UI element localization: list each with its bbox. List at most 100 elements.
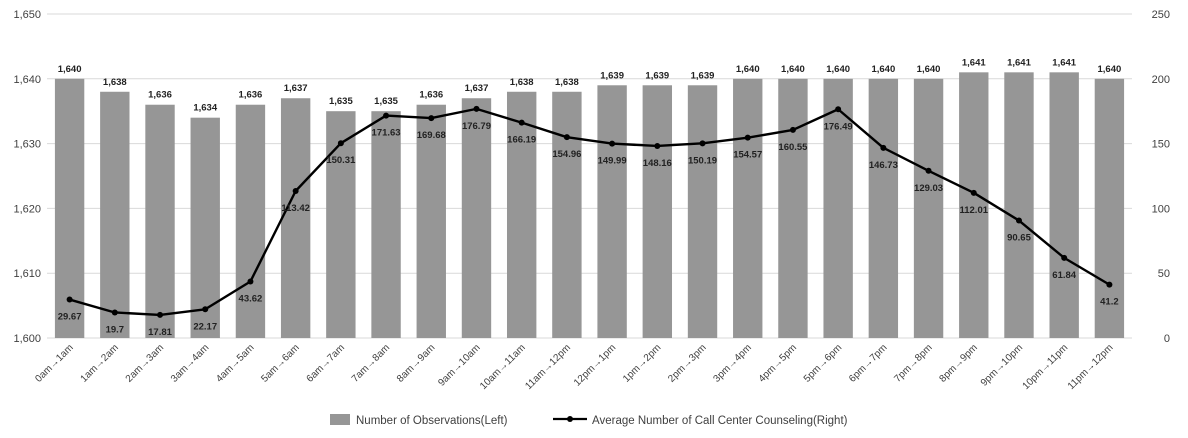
- bar-value-label: 1,640: [917, 64, 941, 75]
- x-axis-tick-label: 6pm→7pm: [847, 342, 889, 384]
- line-marker: [699, 140, 706, 147]
- x-axis-tick-label: 10am→11am: [478, 342, 528, 392]
- line-value-label: 150.19: [688, 155, 717, 166]
- bar: [1094, 78, 1125, 339]
- bar-value-label: 1,641: [1052, 57, 1076, 68]
- x-axis-tick-label: 9am→10am: [436, 342, 482, 388]
- line-value-label: 113.42: [281, 203, 310, 214]
- x-axis-tick-label: 4pm→5pm: [757, 342, 799, 384]
- left-axis-tick-label: 1,630: [13, 139, 41, 151]
- bar-value-label: 1,635: [329, 96, 353, 107]
- line-marker: [111, 309, 118, 316]
- line-value-label: 61.84: [1052, 270, 1076, 281]
- bar-value-label: 1,640: [1098, 64, 1122, 75]
- right-axis-tick-label: 200: [1152, 74, 1170, 86]
- bar: [552, 91, 582, 338]
- bar-value-label: 1,636: [148, 90, 172, 101]
- bar-value-label: 1,634: [193, 103, 217, 114]
- line-value-label: 43.62: [239, 293, 263, 304]
- x-axis: 0am→1am 1am→2am 2am→3am 3am→4am 4am→5am 5am→6…: [33, 342, 1115, 392]
- line-marker: [835, 106, 842, 113]
- bar: [416, 104, 446, 338]
- bar: [733, 78, 763, 339]
- right-axis-tick-label: 0: [1164, 333, 1170, 345]
- bar: [868, 78, 899, 339]
- left-axis: 1,600 1,610 1,620 1,630 1,640 1,650: [13, 9, 41, 345]
- line-marker: [925, 167, 932, 174]
- x-axis-tick-label: 1am→2am: [79, 342, 121, 384]
- bar-value-label: 1,639: [645, 70, 669, 81]
- bar-data-labels: 1,640 1,638 1,636 1,634 1,636 1,637 1,635 1,635…: [58, 57, 1122, 113]
- x-axis-tick-label: 12pm→1pm: [572, 342, 618, 388]
- bar: [461, 98, 492, 339]
- bar: [190, 117, 220, 339]
- line-marker: [518, 119, 525, 126]
- bar: [1004, 72, 1034, 338]
- line-marker: [383, 112, 390, 119]
- legend-swatch-bars: [330, 414, 350, 425]
- left-axis-tick-label: 1,650: [13, 9, 41, 21]
- bar-value-label: 1,640: [736, 64, 760, 75]
- bar: [100, 91, 130, 338]
- bar: [326, 111, 356, 338]
- x-axis-tick-label: 4am→5am: [214, 342, 256, 384]
- line-value-label: 146.73: [869, 160, 898, 171]
- line-value-label: 112.01: [959, 205, 988, 216]
- bar-value-label: 1,640: [58, 64, 82, 75]
- right-axis-tick-label: 250: [1152, 9, 1170, 21]
- bar: [597, 85, 627, 338]
- gridlines: [47, 13, 1132, 339]
- bar-value-label: 1,636: [419, 90, 443, 101]
- right-axis: 0 50 100 150 200 250: [1152, 9, 1170, 345]
- line-marker: [789, 126, 796, 133]
- line-marker: [1015, 217, 1022, 224]
- line-value-label: 166.19: [507, 135, 536, 146]
- line-marker: [247, 278, 254, 285]
- bar: [54, 78, 85, 339]
- x-axis-tick-label: 5pm→6pm: [802, 342, 844, 384]
- line-marker: [744, 134, 751, 141]
- x-axis-tick-label: 10pm→11pm: [1021, 342, 1071, 392]
- line-marker: [157, 311, 164, 318]
- line-value-label: 90.65: [1007, 233, 1031, 244]
- x-axis-tick-label: 3pm→4pm: [711, 342, 753, 384]
- bar: [823, 78, 853, 339]
- line-marker: [66, 296, 73, 303]
- x-axis-tick-label: 2am→3am: [124, 342, 166, 384]
- bar: [371, 111, 401, 338]
- x-axis-tick-label: 2pm→3pm: [666, 342, 708, 384]
- bar: [778, 78, 808, 339]
- line-marker: [563, 134, 570, 141]
- line-marker: [428, 115, 435, 122]
- bar: [913, 78, 944, 339]
- bar-value-label: 1,638: [510, 77, 534, 88]
- line-value-label: 148.16: [643, 158, 672, 169]
- line-value-label: 169.68: [417, 130, 446, 141]
- line-marker: [654, 142, 661, 149]
- left-axis-tick-label: 1,640: [13, 74, 41, 86]
- legend-swatch-marker: [567, 416, 573, 422]
- line-value-label: 176.79: [462, 121, 491, 132]
- line-marker: [473, 105, 480, 112]
- x-axis-tick-label: 11pm→12pm: [1066, 342, 1116, 392]
- line-value-label: 154.96: [552, 149, 581, 160]
- bar-value-label: 1,637: [465, 83, 489, 94]
- line-value-label: 41.2: [1100, 297, 1119, 308]
- line-value-label: 171.63: [372, 128, 401, 139]
- bar-value-label: 1,639: [600, 70, 624, 81]
- line-value-label: 149.99: [598, 156, 627, 167]
- line-value-label: 160.55: [778, 142, 808, 153]
- line-marker: [337, 140, 344, 147]
- left-axis-tick-label: 1,600: [13, 333, 41, 345]
- x-axis-tick-label: 3am→4am: [169, 342, 211, 384]
- line-marker: [1061, 254, 1068, 261]
- x-axis-tick-label: 1pm→2pm: [621, 342, 663, 384]
- legend-label-line: Average Number of Call Center Counseling…: [592, 415, 848, 427]
- x-axis-tick-label: 9pm→10pm: [979, 342, 1025, 388]
- line-value-label: 150.31: [326, 155, 356, 166]
- x-axis-tick-label: 8am→9am: [395, 342, 437, 384]
- line-marker: [970, 189, 977, 196]
- left-axis-tick-label: 1,610: [13, 268, 41, 280]
